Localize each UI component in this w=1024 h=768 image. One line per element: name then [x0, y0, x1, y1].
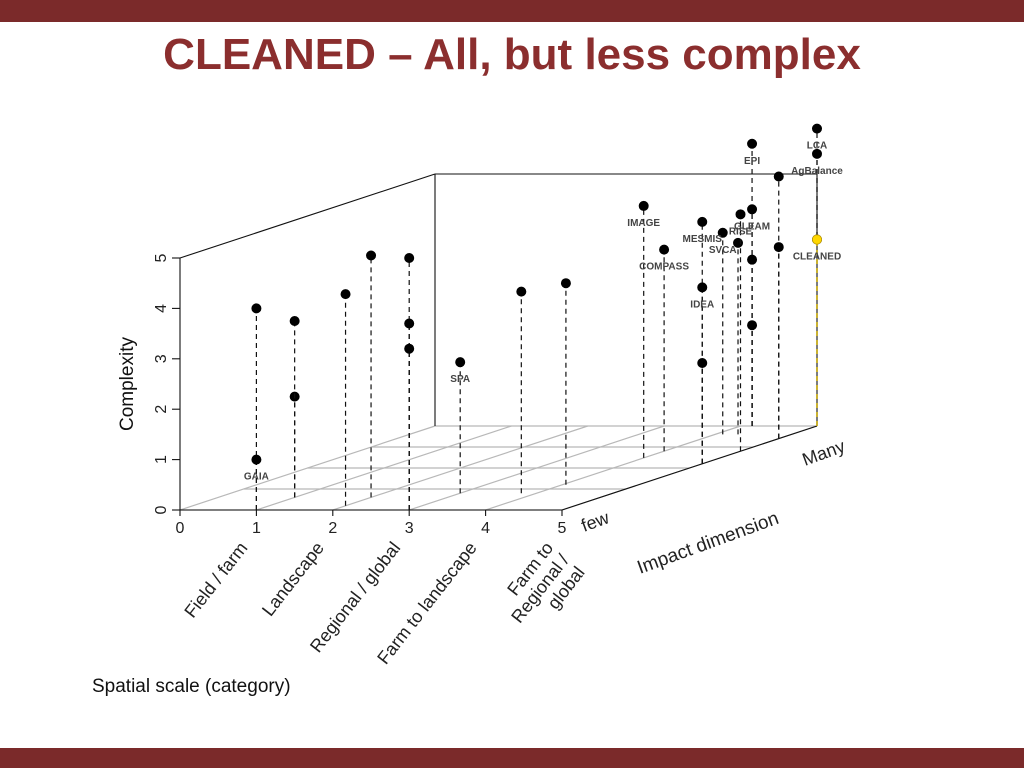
- box-edge: [561, 425, 818, 511]
- x-category-label: Farm toRegional /global: [491, 538, 588, 639]
- data-point: [747, 254, 758, 265]
- data-point: [340, 289, 351, 300]
- point-label: GLEAM: [734, 221, 770, 232]
- top-accent-bar: [0, 0, 1024, 22]
- data-point: [516, 286, 527, 297]
- y-label-many: Many: [800, 436, 848, 470]
- z-axis-title: Complexity: [117, 337, 138, 431]
- slide-title: CLEANED – All, but less complex: [163, 30, 861, 79]
- point-label: CLEANED: [793, 252, 841, 263]
- point-label: SVCA: [709, 245, 737, 256]
- point-label: IDEA: [690, 299, 714, 310]
- x-category-label: Landscape: [258, 538, 328, 620]
- z-tick-label: 0: [153, 505, 170, 514]
- data-point: [735, 209, 746, 220]
- data-point: [773, 171, 784, 182]
- data-point: [717, 227, 728, 238]
- x-tick-label: 5: [558, 520, 567, 537]
- z-tick-label: 2: [153, 405, 170, 414]
- data-point: [659, 244, 670, 255]
- data-point: [560, 278, 571, 289]
- point-label: EPI: [744, 156, 760, 167]
- data-point: [251, 303, 262, 314]
- z-tick-label: 4: [153, 304, 170, 313]
- point-label: SPA: [450, 374, 470, 385]
- data-point: [404, 318, 415, 329]
- x-tick-label: 3: [405, 520, 414, 537]
- data-point: [251, 454, 262, 465]
- data-point: [812, 148, 823, 159]
- y-label-few: few: [579, 507, 613, 536]
- point-label: AgBalance: [791, 166, 843, 177]
- z-tick-label: 1: [153, 455, 170, 464]
- box-edge: [179, 173, 436, 259]
- x-axis-title: Spatial scale (category): [92, 676, 291, 697]
- x-category-label: Field / farm: [180, 538, 251, 621]
- data-point: [747, 204, 758, 215]
- point-label: RISE: [729, 226, 753, 237]
- data-point: [773, 242, 784, 253]
- point-label: LCA: [807, 141, 828, 152]
- point-label: MESMIS: [683, 234, 723, 245]
- data-point: [733, 237, 744, 248]
- y-axis-title: Impact dimension: [635, 508, 782, 579]
- data-point: [404, 252, 415, 263]
- x-tick-label: 4: [481, 520, 490, 537]
- bottom-accent-bar: [0, 748, 1024, 768]
- data-point: [289, 315, 300, 326]
- x-tick-label: 1: [252, 520, 261, 537]
- point-label: COMPASS: [639, 262, 689, 273]
- data-point: [747, 320, 758, 331]
- data-point: [697, 282, 708, 293]
- data-point: [697, 216, 708, 227]
- data-point: [366, 250, 377, 261]
- data-point: [455, 357, 466, 368]
- data-point: [747, 138, 758, 149]
- x-tick-label: 2: [328, 520, 337, 537]
- point-label: GAIA: [244, 472, 269, 483]
- z-tick-label: 5: [153, 253, 170, 262]
- point-label: IMAGE: [627, 218, 660, 229]
- data-point: [812, 123, 823, 134]
- x-tick-label: 0: [176, 520, 185, 537]
- data-point: [404, 343, 415, 354]
- data-point: [812, 234, 823, 245]
- z-tick-label: 3: [153, 354, 170, 363]
- data-point: [697, 357, 708, 368]
- data-point: [638, 200, 649, 211]
